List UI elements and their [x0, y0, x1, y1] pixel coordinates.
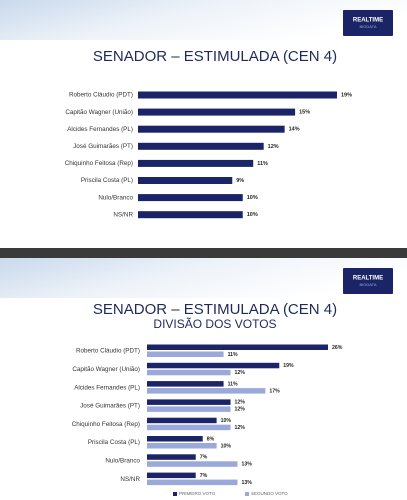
value-label: 12% — [235, 407, 246, 413]
bar — [138, 125, 285, 133]
value-label: 11% — [228, 352, 238, 358]
chart-title: SENADOR – ESTIMULADA (CEN 4) — [93, 301, 337, 318]
value-label: 17% — [269, 388, 280, 394]
legend-label: SEGUNDO VOTO — [251, 491, 288, 496]
category-label: Chiquinho Feitosa (Rep) — [72, 421, 140, 428]
value-label: 12% — [235, 425, 246, 431]
bar — [138, 211, 243, 219]
slide-background — [0, 0, 407, 248]
bar — [147, 454, 196, 460]
value-label: 7% — [200, 455, 208, 461]
value-label: 12% — [268, 144, 279, 150]
category-label: Chiquinho Feitosa (Rep) — [65, 160, 133, 167]
bar — [147, 388, 266, 394]
slide-header-decoration — [0, 0, 407, 40]
logo-sub: BIGDATA — [360, 282, 377, 287]
bar — [138, 108, 296, 116]
bar — [147, 424, 231, 431]
value-label: 10% — [247, 212, 258, 218]
value-label: 26% — [332, 345, 343, 351]
value-label: 8% — [207, 436, 215, 442]
slide-header-decoration — [0, 258, 407, 298]
category-label: Capitão Wagner (União) — [65, 109, 133, 116]
value-label: 19% — [283, 363, 294, 369]
category-label: Priscila Costa (PL) — [81, 177, 133, 184]
value-label: 10% — [247, 195, 258, 201]
category-label: José Guimarães (PT) — [73, 143, 133, 150]
logo-name: REALTIME — [353, 18, 383, 24]
value-label: 13% — [242, 480, 253, 486]
bar — [147, 399, 231, 405]
value-label: 10% — [221, 418, 232, 424]
value-label: 11% — [228, 381, 238, 387]
bar — [147, 443, 217, 449]
category-label: José Guimarães (PT) — [80, 403, 140, 410]
value-label: 11% — [257, 161, 268, 167]
bar — [147, 436, 203, 442]
category-label: Capitão Wagner (União) — [72, 366, 140, 373]
category-label: NS/NR — [113, 211, 133, 218]
logo-sub: BIGDATA — [360, 24, 377, 29]
bar — [138, 177, 233, 184]
bar — [138, 159, 254, 167]
chart-subtitle: DIVISÃO DOS VOTOS — [153, 317, 276, 331]
legend-swatch — [173, 492, 177, 496]
bar — [147, 351, 224, 357]
bar — [147, 472, 196, 479]
category-label: Priscila Costa (PL) — [88, 439, 140, 446]
bar — [147, 417, 217, 424]
slide-background — [0, 258, 407, 500]
bar — [147, 344, 328, 350]
value-label: 12% — [235, 400, 246, 406]
logo-box — [343, 10, 393, 36]
legend-swatch — [245, 492, 249, 496]
legend-label: PRIMEIRO VOTO — [179, 491, 216, 496]
value-label: 14% — [289, 127, 300, 133]
chart-title: SENADOR – ESTIMULADA (CEN 4) — [93, 48, 337, 65]
category-label: Alcides Fernandes (PL) — [74, 384, 140, 391]
logo-box — [343, 268, 393, 294]
bar — [147, 461, 238, 467]
value-label: 9% — [236, 178, 244, 184]
bar — [147, 406, 231, 412]
value-label: 7% — [200, 473, 208, 479]
bar — [147, 381, 224, 387]
bar — [147, 369, 231, 376]
logo-name: REALTIME — [353, 276, 383, 282]
bar — [147, 479, 238, 486]
bar — [147, 362, 280, 369]
category-label: Nulo/Branco — [98, 194, 133, 201]
value-label: 10% — [221, 443, 232, 449]
bar — [138, 194, 243, 202]
category-label: Nulo/Branco — [105, 457, 140, 464]
category-label: Alcides Fernandes (PL) — [67, 126, 133, 133]
value-label: 19% — [341, 92, 352, 98]
category-label: NS/NR — [120, 476, 140, 483]
value-label: 15% — [299, 110, 310, 116]
bar — [138, 91, 337, 99]
bar — [138, 142, 264, 150]
category-label: Roberto Cláudio (PDT) — [69, 92, 133, 99]
value-label: 13% — [242, 462, 253, 468]
category-label: Roberto Cláudio (PDT) — [76, 348, 140, 355]
value-label: 12% — [235, 370, 246, 376]
